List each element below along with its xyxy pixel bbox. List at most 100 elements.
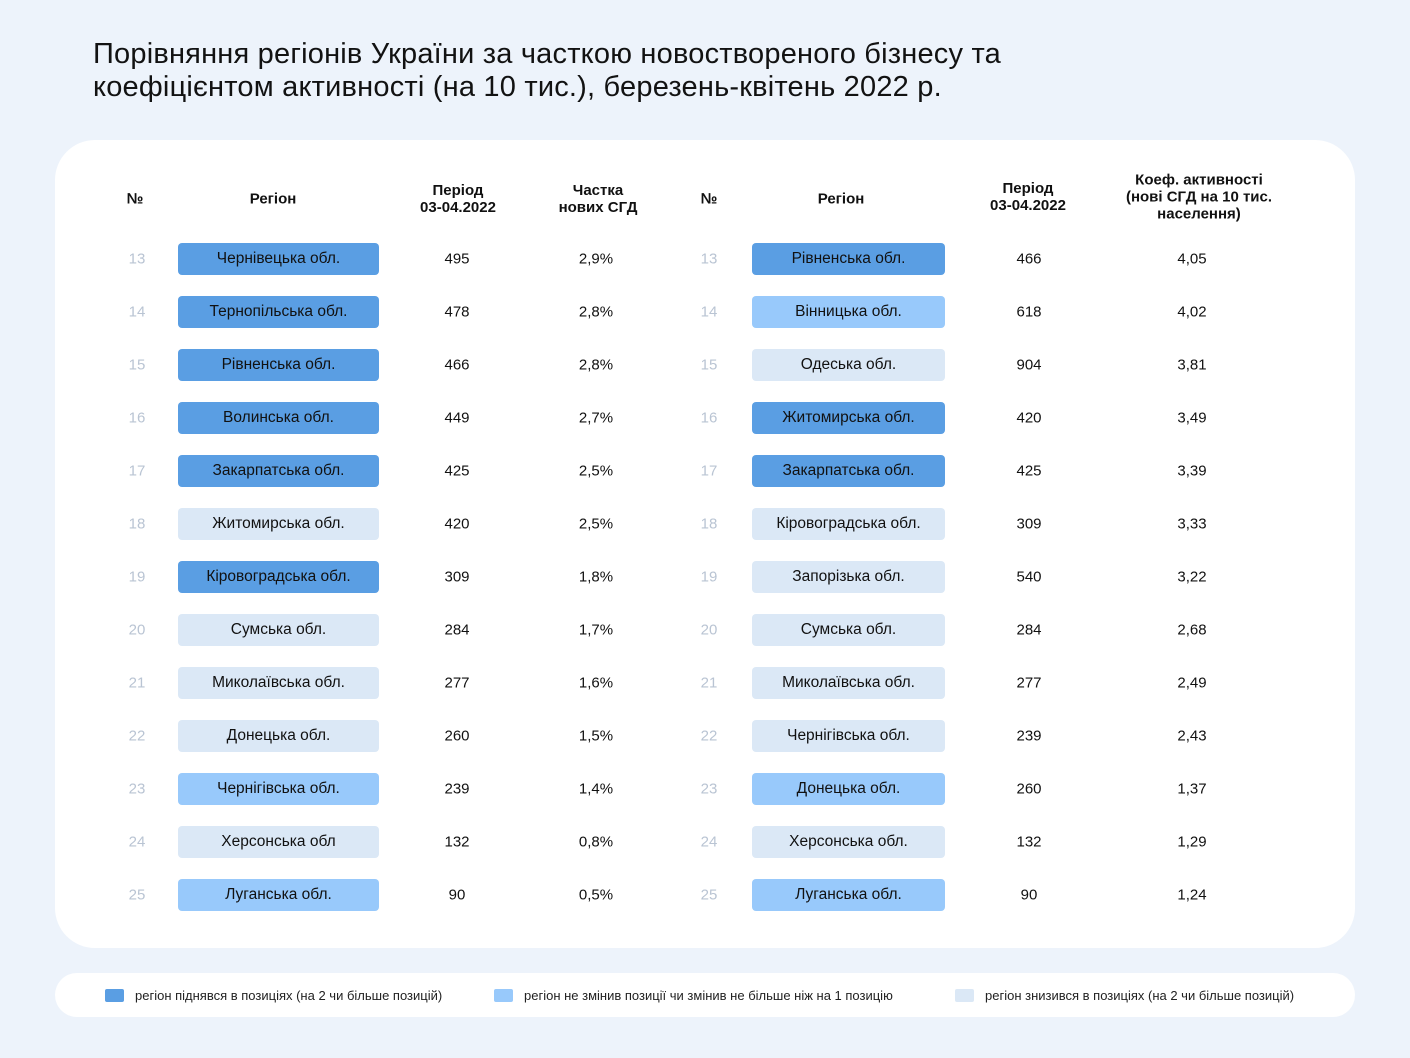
period-value: 309 [444,568,470,586]
rank-number: 18 [128,515,146,533]
activity-value: 1,24 [1177,886,1207,904]
region-badge: Херсонська обл [178,826,379,858]
rank-number: 13 [700,250,718,268]
region-badge: Кіровоградська обл. [178,561,379,593]
period-value: 466 [1016,250,1042,268]
rank-number: 21 [700,674,718,692]
rank-number: 25 [128,886,146,904]
region-badge: Закарпатська обл. [752,455,945,487]
rank-number: 16 [128,409,146,427]
rank-number: 24 [700,833,718,851]
header-period-left: Період 03-04.2022 [420,182,496,216]
header-num-right: № [700,190,718,208]
legend-swatch-same [494,988,513,1002]
header-activity-line-3: населення) [1157,205,1241,223]
title-line-1: Порівняння регіонів України за часткою н… [93,38,1001,70]
period-value: 425 [444,462,470,480]
period-value: 239 [1016,727,1042,745]
rank-number: 13 [128,250,146,268]
header-activity-right: Коеф. активності (нові СГД на 10 тис. на… [1126,172,1272,223]
region-badge: Донецька обл. [752,773,945,805]
activity-value: 2,49 [1177,674,1207,692]
header-period-right-line-2: 03-04.2022 [990,197,1066,214]
header-period-left-line-1: Період [432,182,484,199]
region-badge: Сумська обл. [752,614,945,646]
region-badge: Волинська обл. [178,402,379,434]
header-share-line-1: Частка [572,182,624,199]
region-badge: Рівненська обл. [752,243,945,275]
period-value: 420 [1016,409,1042,427]
period-value: 618 [1016,303,1042,321]
period-value: 904 [1016,356,1042,374]
legend-label-same: регіон не змінив позиції чи змінив не бі… [524,987,893,1003]
rank-number: 20 [128,621,146,639]
ranking-card: № Регіон Період 03-04.2022 Частка нових … [55,140,1355,948]
legend-item-down: регіон знизився в позиціях (на 2 чи біль… [955,973,1294,1017]
header-region-left: Регіон [249,190,297,208]
region-badge: Луганська обл. [178,879,379,911]
legend-label-down: регіон знизився в позиціях (на 2 чи біль… [985,987,1295,1003]
activity-value: 2,43 [1177,727,1207,745]
rank-number: 23 [700,780,718,798]
share-value: 1,5% [578,727,614,745]
period-value: 277 [1016,674,1042,692]
legend: регіон піднявся в позиціях (на 2 чи біль… [55,973,1355,1017]
period-value: 478 [444,303,470,321]
activity-value: 4,02 [1177,303,1207,321]
region-badge: Миколаївська обл. [178,667,379,699]
rank-number: 20 [700,621,718,639]
title-line-2: коефіцієнтом активності (на 10 тис.), бе… [93,71,942,103]
header-num-left: № [126,190,144,208]
activity-value: 1,29 [1177,833,1207,851]
rank-number: 22 [128,727,146,745]
activity-value: 3,49 [1177,409,1207,427]
activity-value: 3,81 [1177,356,1207,374]
legend-item-same: регіон не змінив позиції чи змінив не бі… [494,973,893,1017]
share-value: 2,8% [578,303,614,321]
period-value: 90 [448,886,466,904]
header-share-line-2: нових СГД [558,199,638,216]
legend-swatch-down [955,988,974,1002]
period-value: 449 [444,409,470,427]
header-period-left-line-2: 03-04.2022 [420,199,496,216]
period-value: 540 [1016,568,1042,586]
activity-value: 3,39 [1177,462,1207,480]
legend-swatch-up [105,988,124,1002]
rank-number: 17 [700,462,718,480]
period-value: 495 [444,250,470,268]
region-badge: Житомирська обл. [178,508,379,540]
share-value: 2,5% [578,515,614,533]
rank-number: 19 [128,568,146,586]
region-badge: Запорізька обл. [752,561,945,593]
header-period-right: Період 03-04.2022 [990,180,1066,214]
share-value: 0,8% [578,833,614,851]
region-badge: Кіровоградська обл. [752,508,945,540]
region-badge: Закарпатська обл. [178,455,379,487]
header-share-left: Частка нових СГД [559,182,638,216]
page-title: Порівняння регіонів України за часткою н… [93,38,1193,104]
region-badge: Рівненська обл. [178,349,379,381]
activity-value: 3,33 [1177,515,1207,533]
rank-number: 22 [700,727,718,745]
activity-value: 4,05 [1177,250,1207,268]
share-value: 2,7% [578,409,614,427]
region-badge: Чернігівська обл. [178,773,379,805]
period-value: 260 [1016,780,1042,798]
period-value: 260 [444,727,470,745]
header-period-right-line-1: Період [1002,180,1054,197]
region-badge: Одеська обл. [752,349,945,381]
header-region-right: Регіон [817,190,865,208]
rank-number: 15 [700,356,718,374]
rank-number: 25 [700,886,718,904]
activity-value: 1,37 [1177,780,1207,798]
share-value: 2,8% [578,356,614,374]
rank-number: 18 [700,515,718,533]
header-activity-line-2: (нові СГД на 10 тис. [1125,188,1273,206]
region-badge: Луганська обл. [752,879,945,911]
region-badge: Сумська обл. [178,614,379,646]
period-value: 284 [1016,621,1042,639]
region-badge: Миколаївська обл. [752,667,945,699]
region-badge: Житомирська обл. [752,402,945,434]
period-value: 466 [444,356,470,374]
period-value: 132 [444,833,470,851]
